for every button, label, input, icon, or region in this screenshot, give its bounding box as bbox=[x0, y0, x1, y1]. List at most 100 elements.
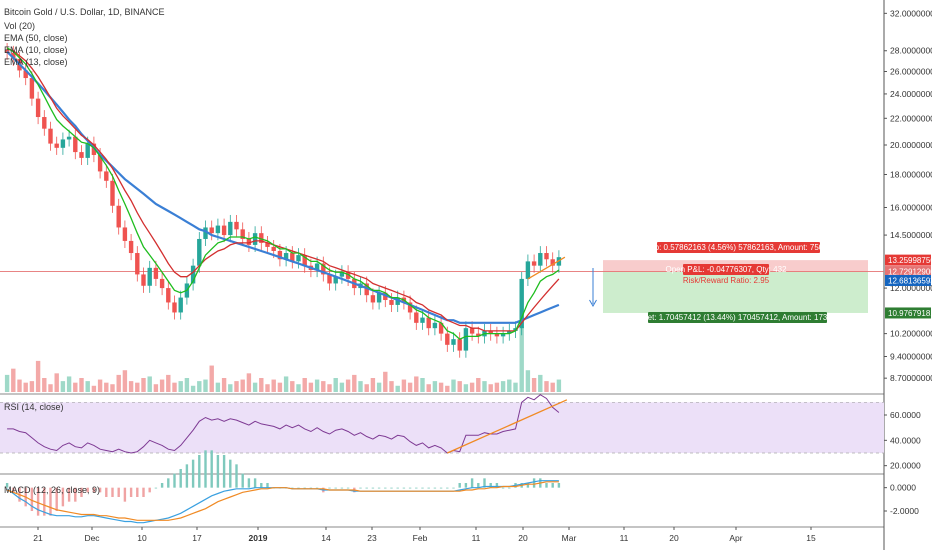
macd-histogram-bar bbox=[303, 487, 306, 489]
volume-bar bbox=[296, 384, 301, 392]
macd-histogram-bar bbox=[198, 455, 201, 488]
macd-histogram-bar bbox=[464, 483, 468, 488]
candle-body bbox=[48, 128, 53, 144]
price-tag-current-text: 12.72912900 bbox=[888, 268, 932, 277]
candle-body bbox=[11, 52, 16, 59]
macd-histogram-bar bbox=[241, 473, 244, 488]
candle-body bbox=[544, 253, 549, 260]
macd-histogram-bar bbox=[458, 483, 461, 488]
down-arrow-icon bbox=[589, 268, 597, 307]
candle-body bbox=[197, 238, 202, 266]
macd-histogram-bar bbox=[185, 464, 189, 488]
study-ema50-label: EMA (50, close) bbox=[4, 33, 68, 43]
volume-bar bbox=[513, 382, 518, 392]
volume-bar bbox=[23, 382, 28, 392]
volume-bar bbox=[234, 381, 239, 392]
y-tick-label: 14.50000000 bbox=[890, 230, 932, 240]
macd-histogram-bar bbox=[49, 487, 52, 516]
target-label: Target: 1.70457412 (13.44%) 170457412, A… bbox=[632, 313, 843, 322]
x-tick-label: Dec bbox=[84, 533, 100, 543]
y-tick-label: 8.70000000 bbox=[890, 373, 932, 383]
symbol-title: Bitcoin Gold / U.S. Dollar, 1D, BINANCE bbox=[4, 7, 165, 17]
macd-histogram-bar bbox=[477, 483, 480, 488]
macd-histogram-bar bbox=[390, 487, 393, 489]
candle-body bbox=[426, 317, 431, 329]
macd-histogram-bar bbox=[495, 483, 499, 488]
candle-body bbox=[538, 253, 543, 266]
macd-histogram-bar bbox=[365, 487, 368, 489]
macd-histogram-bar bbox=[80, 487, 83, 497]
macd-histogram-bar bbox=[489, 483, 492, 488]
candle-body bbox=[259, 233, 264, 243]
volume-bar bbox=[122, 370, 128, 392]
price-tag-target-text: 10.97679181 bbox=[888, 309, 932, 318]
candle-body bbox=[283, 253, 289, 260]
volume-bar bbox=[166, 374, 171, 392]
candle-body bbox=[445, 333, 450, 345]
stop-label: Stop: 0.57862163 (4.56%) 57862163, Amoun… bbox=[643, 243, 835, 252]
macd-histogram-bar bbox=[377, 487, 381, 489]
macd-histogram-bar bbox=[315, 487, 319, 489]
volume-bar bbox=[383, 371, 388, 392]
volume-bar bbox=[240, 379, 245, 392]
candle-body bbox=[333, 276, 338, 284]
volume-bar bbox=[531, 378, 537, 392]
price-tag-current bbox=[885, 266, 931, 278]
y-tick-label: 24.00000000 bbox=[890, 89, 932, 99]
volume-bar bbox=[29, 381, 35, 392]
x-tick-label: Apr bbox=[729, 533, 742, 543]
volume-bar bbox=[314, 379, 320, 392]
macd-histogram-bar bbox=[396, 487, 399, 489]
target-zone bbox=[603, 271, 868, 313]
candle-body bbox=[395, 297, 400, 305]
macd-histogram-bar bbox=[483, 478, 486, 488]
candle-body bbox=[85, 143, 90, 158]
macd-histogram-bar bbox=[61, 487, 65, 507]
candle-body bbox=[172, 302, 177, 313]
macd-signal-line bbox=[6, 481, 559, 521]
macd-histogram-bar bbox=[204, 450, 207, 488]
volume-bar bbox=[469, 382, 475, 392]
macd-histogram-bar bbox=[160, 483, 164, 488]
volume-bar bbox=[60, 381, 66, 392]
macd-histogram-bar bbox=[384, 487, 387, 489]
rsi-y-tick-label: 20.0000 bbox=[890, 461, 921, 471]
candle-body bbox=[215, 225, 221, 234]
volume-bar bbox=[302, 378, 307, 392]
candle-body bbox=[550, 259, 555, 266]
candle-body bbox=[35, 98, 41, 118]
candle-body bbox=[494, 333, 500, 337]
macd-histogram-bar bbox=[154, 487, 158, 489]
x-tick-label: 14 bbox=[321, 533, 331, 543]
candle-body bbox=[519, 278, 524, 329]
macd-histogram-bar bbox=[427, 487, 430, 489]
stop-label-bg bbox=[657, 242, 820, 253]
candle-body bbox=[221, 225, 227, 236]
candle-body bbox=[420, 317, 425, 323]
volume-bar bbox=[172, 382, 177, 392]
macd-histogram-bar bbox=[526, 483, 530, 488]
volume-bar bbox=[54, 373, 59, 392]
candle-body bbox=[463, 328, 469, 351]
volume-bar bbox=[327, 384, 332, 392]
macd-histogram-bar bbox=[36, 487, 40, 516]
open-pnl-label-bg bbox=[683, 264, 769, 275]
candle-body bbox=[265, 242, 270, 247]
volume-bar bbox=[519, 326, 524, 392]
volume-bar bbox=[190, 385, 196, 392]
volume-bar bbox=[488, 384, 493, 392]
volume-bar bbox=[277, 382, 283, 392]
candle-body bbox=[23, 70, 28, 79]
candle-body bbox=[277, 250, 283, 260]
volume-bar bbox=[376, 382, 382, 392]
volume-bar bbox=[364, 384, 369, 392]
macd-y-tick-label: 0.0000 bbox=[890, 483, 916, 493]
volume-bar bbox=[159, 379, 165, 392]
candle-body bbox=[389, 300, 394, 305]
volume-bar bbox=[494, 382, 500, 392]
candle-body bbox=[141, 274, 146, 286]
volume-bar bbox=[538, 374, 543, 392]
volume-bar bbox=[271, 379, 276, 392]
x-tick-label: 21 bbox=[33, 533, 43, 543]
